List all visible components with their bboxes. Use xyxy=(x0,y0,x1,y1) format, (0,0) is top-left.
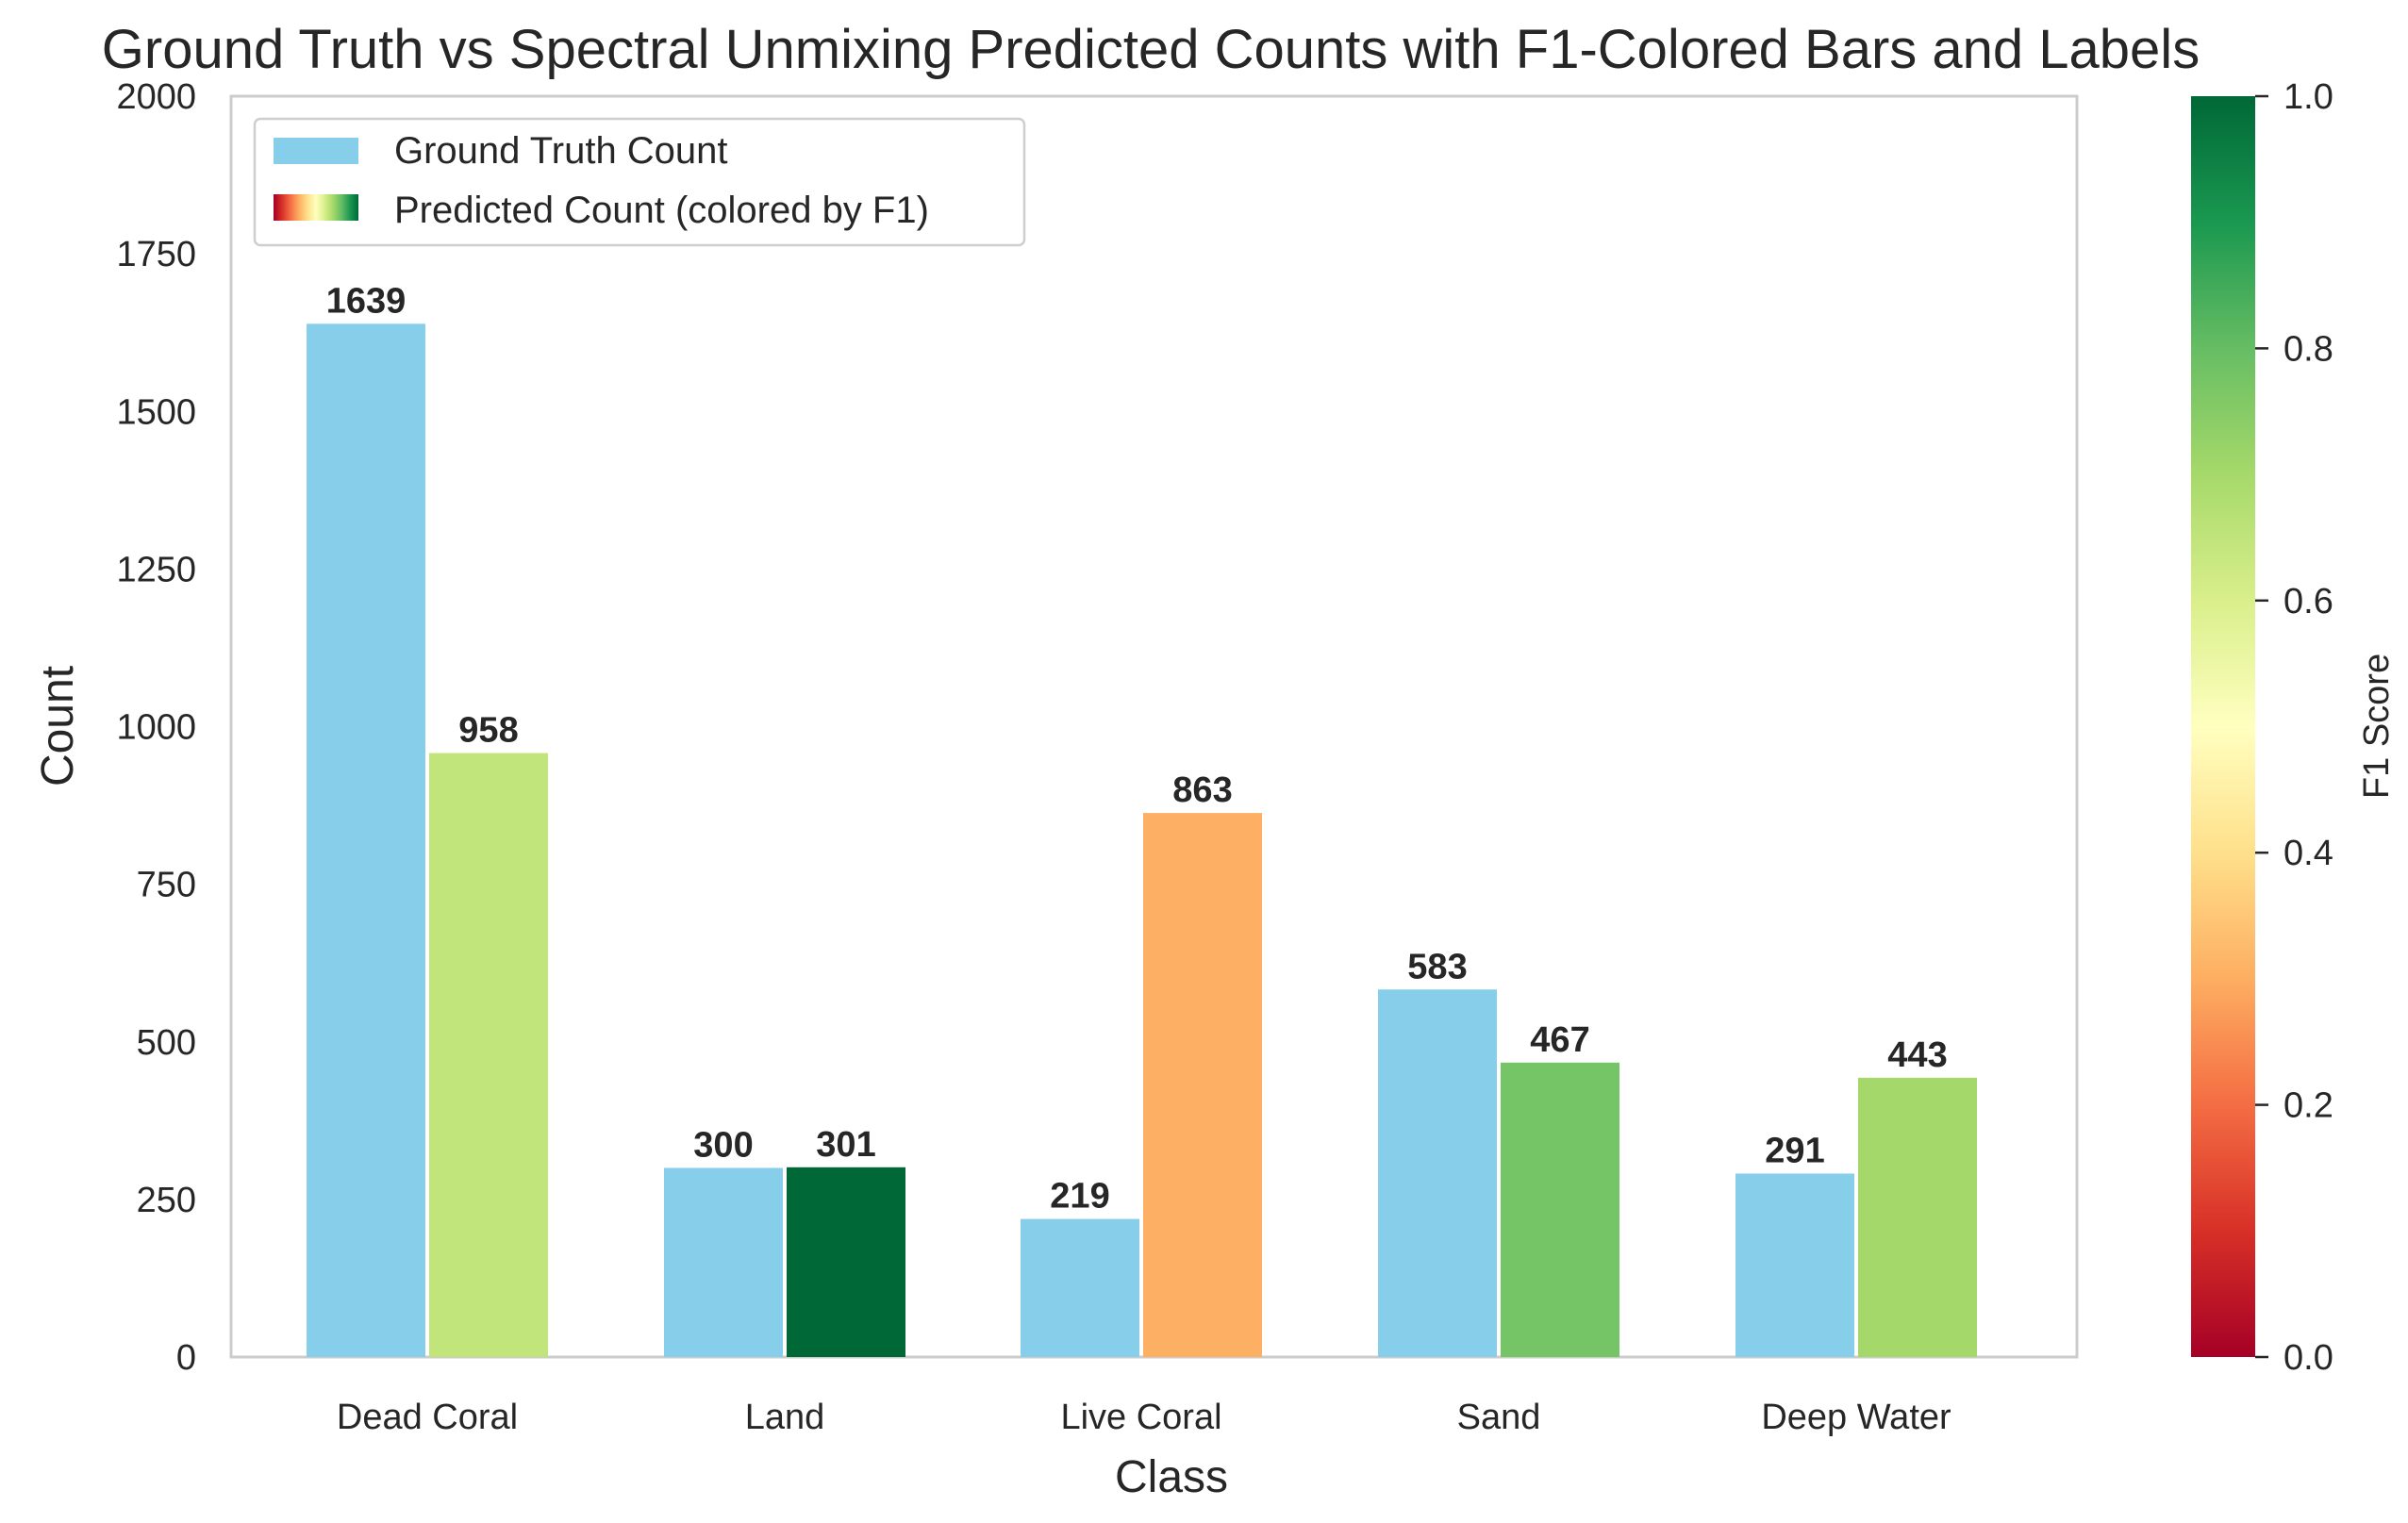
x-tick-label-sand: Sand xyxy=(1457,1398,1541,1437)
legend-label-predicted: Predicted Count (colored by F1) xyxy=(394,190,929,231)
colorbar-tick-label: 0.4 xyxy=(2283,834,2333,873)
x-axis: Dead Coral Land Live Coral Sand Deep Water xyxy=(337,1398,1951,1437)
y-tick-label: 250 xyxy=(137,1181,196,1220)
y-tick-label: 1000 xyxy=(116,708,196,748)
bar-label-ground-truth-sand: 583 xyxy=(1407,947,1467,986)
colorbar-tick-label: 0.2 xyxy=(2283,1086,2333,1126)
bar-ground-truth-land xyxy=(664,1167,783,1357)
colorbar-tick-label: 0.0 xyxy=(2283,1338,2333,1378)
bar-predicted-live-coral xyxy=(1143,813,1262,1357)
colorbar-ticks: 0.0 0.2 0.4 0.6 0.8 1.0 xyxy=(2255,77,2333,1378)
x-axis-label: Class xyxy=(1115,1452,1228,1502)
bar-ground-truth-sand xyxy=(1378,989,1497,1357)
x-tick-label-deep-water: Deep Water xyxy=(1761,1398,1951,1437)
bar-label-ground-truth-deep-water: 291 xyxy=(1765,1131,1824,1170)
bar-label-predicted-sand: 467 xyxy=(1530,1020,1589,1060)
colorbar-gradient xyxy=(2191,96,2255,1357)
legend-swatch-predicted xyxy=(274,194,358,221)
colorbar: 0.0 0.2 0.4 0.6 0.8 1.0 F1 Score xyxy=(2191,77,2397,1378)
legend: Ground Truth Count Predicted Count (colo… xyxy=(253,117,1026,247)
colorbar-label: F1 Score xyxy=(2357,654,2397,799)
bar-label-predicted-deep-water: 443 xyxy=(1887,1035,1947,1075)
bar-label-predicted-land: 301 xyxy=(816,1125,875,1165)
bar-ground-truth-deep-water xyxy=(1735,1173,1854,1357)
x-tick-label-live-coral: Live Coral xyxy=(1060,1398,1221,1437)
y-axis: 0 250 500 750 1000 1250 1500 1750 2000 xyxy=(116,77,196,1378)
colorbar-tick-label: 0.6 xyxy=(2283,582,2333,621)
legend-label-ground-truth: Ground Truth Count xyxy=(394,130,728,172)
y-tick-label: 1250 xyxy=(116,550,196,589)
bar-predicted-deep-water xyxy=(1858,1077,1977,1357)
bar-label-predicted-live-coral: 863 xyxy=(1172,770,1232,810)
bar-label-ground-truth-land: 300 xyxy=(693,1125,753,1165)
bar-labels-group: 1639 958 300 301 219 863 583 467 291 443 xyxy=(326,281,1948,1216)
y-tick-label: 750 xyxy=(137,866,196,905)
bar-label-ground-truth-dead-coral: 1639 xyxy=(326,281,407,321)
legend-frame xyxy=(253,117,1026,247)
bar-ground-truth-dead-coral xyxy=(307,323,425,1357)
y-tick-label: 1750 xyxy=(116,235,196,274)
y-tick-label: 1500 xyxy=(116,392,196,432)
y-axis-label: Count xyxy=(33,666,83,786)
y-tick-label: 0 xyxy=(176,1338,196,1378)
colorbar-tick-label: 1.0 xyxy=(2283,77,2333,117)
bar-predicted-land xyxy=(787,1167,905,1357)
bar-label-ground-truth-live-coral: 219 xyxy=(1050,1177,1109,1217)
x-tick-label-dead-coral: Dead Coral xyxy=(337,1398,518,1437)
x-tick-label-land: Land xyxy=(745,1398,825,1437)
y-tick-label: 500 xyxy=(137,1023,196,1063)
bar-predicted-sand xyxy=(1501,1062,1619,1357)
bar-predicted-dead-coral xyxy=(429,753,548,1357)
y-tick-label: 2000 xyxy=(116,77,196,117)
bars-group xyxy=(307,323,1977,1357)
bar-ground-truth-live-coral xyxy=(1021,1218,1139,1357)
colorbar-tick-label: 0.8 xyxy=(2283,329,2333,369)
chart-title: Ground Truth vs Spectral Unmixing Predic… xyxy=(102,19,2200,80)
legend-swatch-ground-truth xyxy=(274,138,358,164)
bar-label-predicted-dead-coral: 958 xyxy=(458,711,518,751)
